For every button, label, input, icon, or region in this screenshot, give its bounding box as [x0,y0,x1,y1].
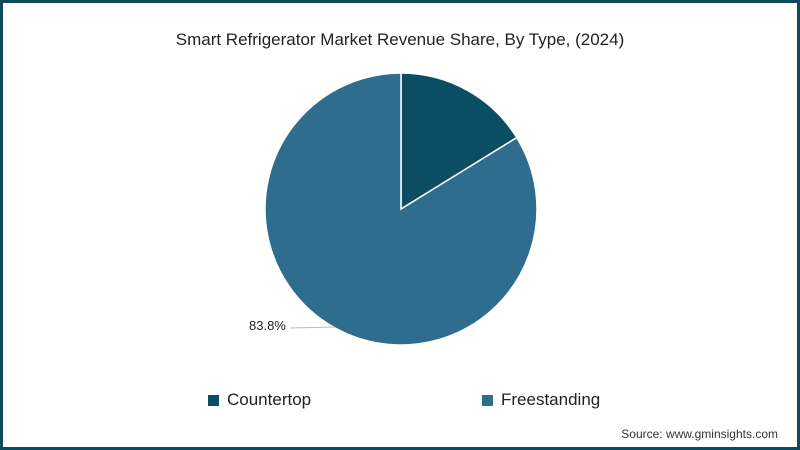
legend-label: Countertop [227,390,312,409]
pie-slice-countertop [400,72,518,211]
legend-label: Freestanding [501,390,601,409]
legend-item-countertop: Countertop [208,390,311,410]
pie-slice-freestanding [264,72,538,346]
label-leader-line [289,326,336,329]
data-label-freestanding: 83.8% [249,318,286,333]
legend-swatch-icon [482,394,493,406]
source-note: Source: www.gminsights.com [621,427,778,441]
legend-swatch-icon [208,394,219,406]
legend-item-freestanding: Freestanding [482,390,600,410]
chart-title: Smart Refrigerator Market Revenue Share,… [175,30,625,49]
